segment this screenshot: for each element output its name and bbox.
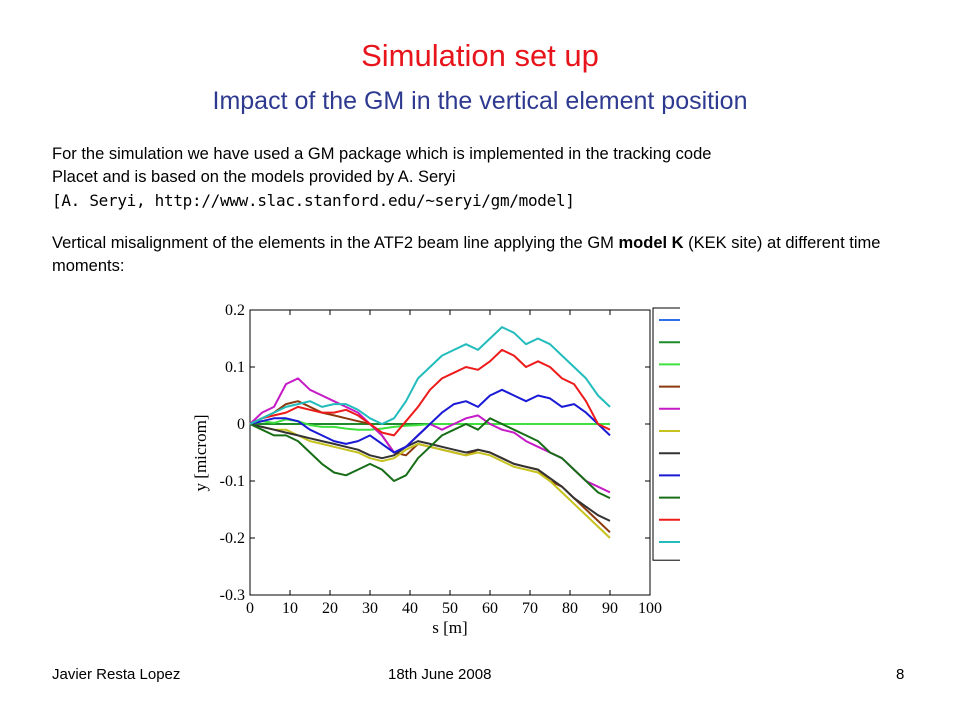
description-paragraph: Vertical misalignment of the elements in… [52, 232, 912, 278]
x-tick-label: 0 [246, 600, 254, 617]
slide-title: Simulation set up [361, 38, 599, 73]
footer-date: 18th June 2008 [388, 666, 492, 683]
y-tick-label: -0.3 [220, 587, 245, 604]
x-tick-label: 30 [362, 600, 378, 617]
x-tick-label: 40 [402, 600, 418, 617]
y-tick-label: -0.1 [220, 473, 245, 490]
series-line-12-0-s [249, 423, 611, 522]
description-text-start: Vertical misalignment of the elements in… [52, 234, 619, 252]
x-tick-label: 70 [522, 600, 538, 617]
footer-page-number: 8 [896, 666, 905, 683]
y-tick-label: 0.1 [225, 359, 245, 376]
series-line-20-0-s [249, 326, 611, 425]
misalignment-chart: 0 10 20 30 40 50 60 70 80 90 100 0.2 0.1 0 -0.1 -0.2 -0.… [191, 302, 680, 637]
footer-author: Javier Resta Lopez [52, 666, 181, 683]
x-tick-label: 10 [282, 600, 298, 617]
y-tick-label: -0.2 [220, 530, 245, 547]
y-axis-label: y [microm] [191, 415, 210, 492]
y-tick-label: 0 [237, 416, 245, 433]
series-line-16-0-s [249, 417, 611, 500]
x-tick-label: 20 [322, 600, 338, 617]
x-tick-label: 90 [602, 600, 618, 617]
x-tick-label: 50 [442, 600, 458, 617]
model-name: model K [618, 234, 684, 252]
series-line-14-0-s [249, 388, 611, 454]
intro-paragraph: For the simulation we have used a GM pac… [52, 143, 912, 212]
intro-line-2: Placet and is based on the models provid… [52, 168, 456, 186]
x-tick-label: 100 [638, 600, 662, 617]
reference-citation: [A. Seryi, http://www.slac.stanford.edu/… [52, 191, 575, 210]
x-tick-label: 80 [562, 600, 578, 617]
x-tick-label: 60 [482, 600, 498, 617]
y-tick-label: 0.2 [225, 302, 245, 319]
intro-line-1: For the simulation we have used a GM pac… [52, 145, 712, 163]
series-line-18-0-s [249, 348, 611, 437]
slide-subtitle: Impact of the GM in the vertical element… [212, 87, 748, 115]
x-axis-label: s [m] [432, 618, 467, 637]
description-text-end: (KEK site) at different time moments: [52, 234, 881, 275]
legend-box [652, 307, 680, 561]
